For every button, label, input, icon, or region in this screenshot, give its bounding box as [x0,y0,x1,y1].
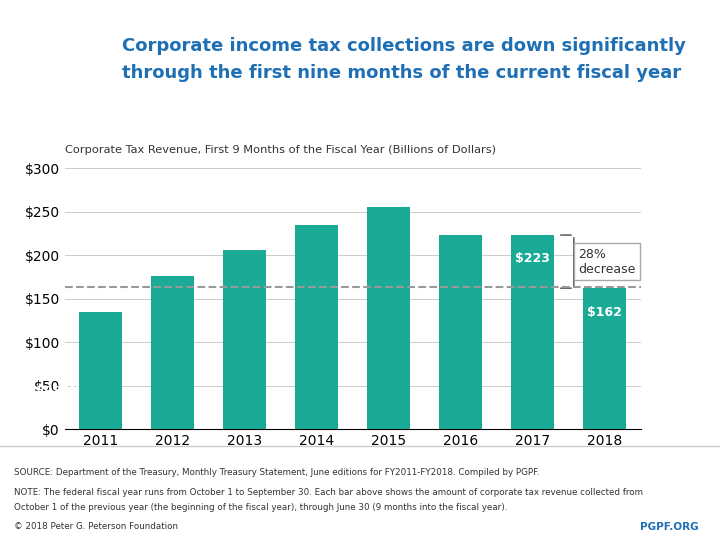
Bar [511,235,554,429]
Bar [79,312,122,429]
Text: SOURCE: Department of the Treasury, Monthly Treasury Statement, June editions fo: SOURCE: Department of the Treasury, Mont… [14,468,540,477]
Text: $223: $223 [516,253,550,266]
Text: October 1 of the previous year (the beginning of the fiscal year), through June : October 1 of the previous year (the begi… [14,503,508,512]
Bar [583,288,626,429]
Text: through the first nine months of the current fiscal year: through the first nine months of the cur… [122,64,682,82]
Text: © 2018 Peter G. Peterson Foundation: © 2018 Peter G. Peterson Foundation [14,522,179,531]
Text: FOUNDATION: FOUNDATION [22,408,71,417]
Text: 28%
decrease: 28% decrease [578,248,636,275]
Bar [295,226,338,429]
Text: NOTE: The federal fiscal year runs from October 1 to September 30. Each bar abov: NOTE: The federal fiscal year runs from … [14,488,644,497]
Text: $162: $162 [588,306,622,319]
Bar [367,207,410,429]
Bar [223,250,266,429]
Bar [439,235,482,429]
Text: Corporate income tax collections are down significantly: Corporate income tax collections are dow… [122,37,686,55]
Text: Corporate Tax Revenue, First 9 Months of the Fiscal Year (Billions of Dollars): Corporate Tax Revenue, First 9 Months of… [65,145,496,155]
Text: PETER G.: PETER G. [24,368,69,376]
Text: PETERSON: PETERSON [13,386,80,396]
Text: PGPF.ORG: PGPF.ORG [640,522,698,531]
Bar [151,276,194,429]
